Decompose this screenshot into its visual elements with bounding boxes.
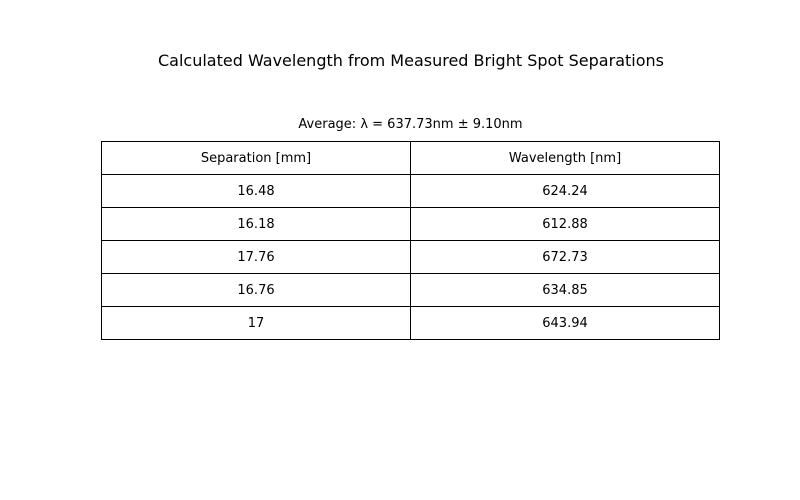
column-header-separation: Separation [mm]	[101, 141, 411, 175]
wavelength-cell: 672.73	[410, 240, 720, 274]
separation-cell: 16.76	[101, 273, 411, 307]
wavelength-cell: 634.85	[410, 273, 720, 307]
table-row: 16.18 612.88	[101, 207, 720, 241]
separation-cell: 17.76	[101, 240, 411, 274]
table-body: 16.48 624.24 16.18 612.88 17.76 672.73 1…	[101, 174, 720, 340]
separation-cell: 16.18	[101, 207, 411, 241]
wavelength-cell: 624.24	[410, 174, 720, 208]
wavelength-cell: 612.88	[410, 207, 720, 241]
separation-cell: 17	[101, 306, 411, 340]
table-row: 16.48 624.24	[101, 174, 720, 208]
table-row: 17 643.94	[101, 306, 720, 340]
wavelength-table: Separation [mm] Wavelength [nm] 16.48 62…	[101, 141, 720, 340]
column-header-wavelength: Wavelength [nm]	[410, 141, 720, 175]
table-header-row: Separation [mm] Wavelength [nm]	[101, 141, 720, 175]
average-annotation: Average: λ = 637.73nm ± 9.10nm	[298, 117, 523, 132]
separation-cell: 16.48	[101, 174, 411, 208]
table-row: 16.76 634.85	[101, 273, 720, 307]
wavelength-cell: 643.94	[410, 306, 720, 340]
table-row: 17.76 672.73	[101, 240, 720, 274]
chart-title: Calculated Wavelength from Measured Brig…	[158, 51, 664, 70]
